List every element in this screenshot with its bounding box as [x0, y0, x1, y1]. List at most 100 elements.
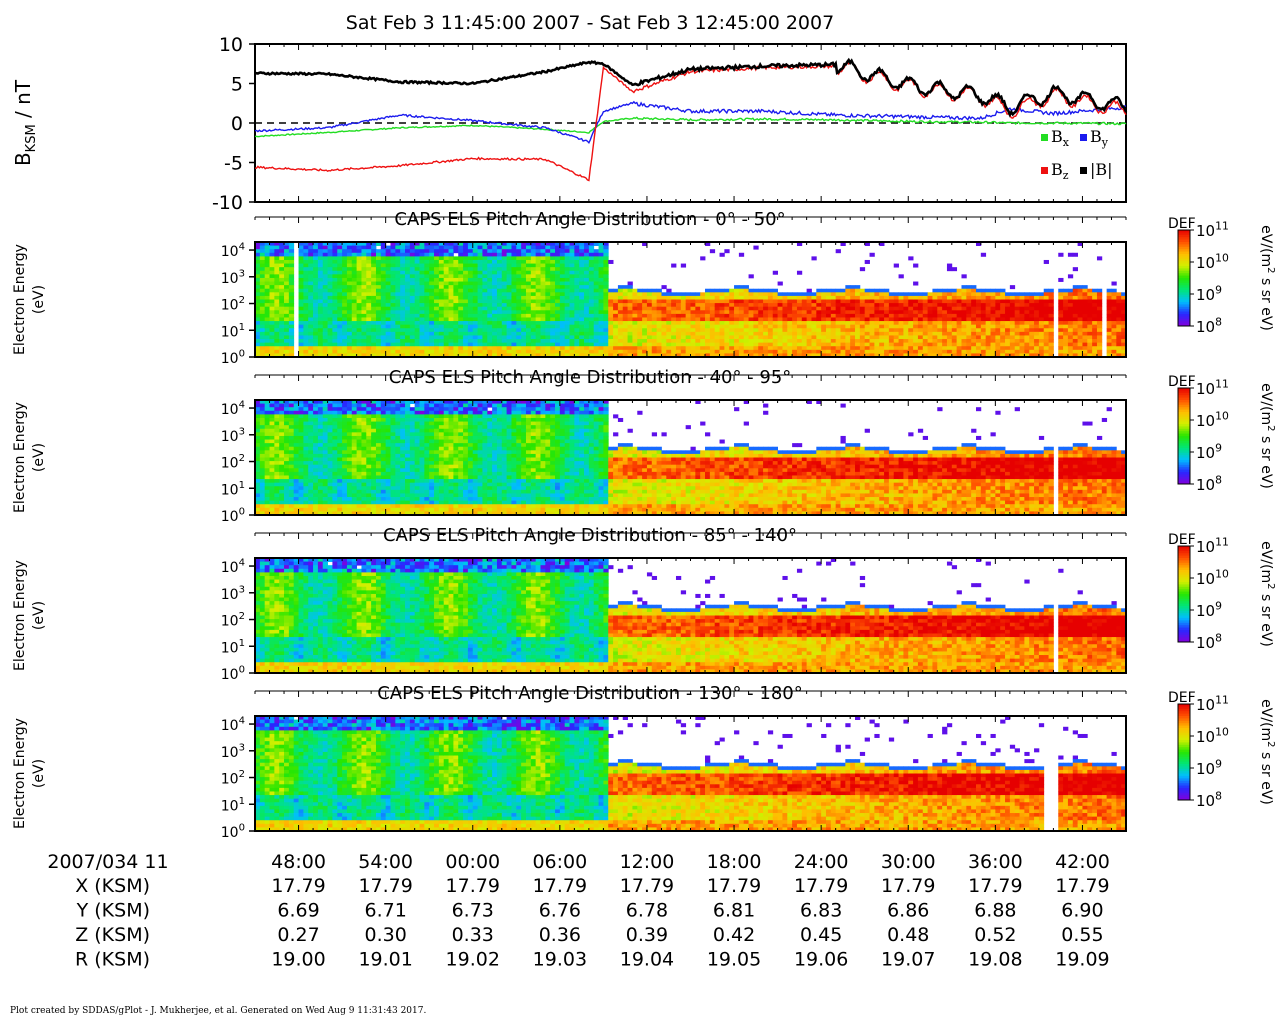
heat-cell [458, 346, 463, 350]
heat-cell [376, 317, 381, 321]
heat-cell [318, 296, 323, 300]
heat-cell [657, 289, 662, 293]
heat-cell [444, 246, 449, 250]
heat-cell [574, 282, 579, 286]
heat-cell [758, 346, 763, 350]
heat-cell [637, 307, 642, 311]
heat-cell [415, 249, 420, 253]
heat-cell [303, 303, 308, 307]
heat-cell [821, 332, 826, 336]
heat-cell [1107, 289, 1112, 293]
heat-cell [724, 310, 729, 314]
heat-cell [574, 339, 579, 343]
heat-cell [903, 332, 908, 336]
colorbar-tick-label: 1011 [1196, 219, 1229, 240]
heat-cell [565, 246, 570, 250]
heat-cell [318, 310, 323, 314]
heat-cell [313, 346, 318, 350]
heat-cell [1005, 339, 1010, 343]
heat-cell [942, 303, 947, 307]
heat-cell [666, 335, 671, 339]
heat-cell [342, 256, 347, 260]
heat-cell [860, 343, 865, 347]
heat-cell [734, 343, 739, 347]
heat-cell [289, 414, 294, 418]
heat-cell [439, 328, 444, 332]
heat-cell [1087, 321, 1092, 325]
heat-cell [279, 497, 284, 501]
heat-cell [410, 303, 415, 307]
heat-cell [1005, 300, 1010, 304]
heat-cell [1039, 335, 1044, 339]
heat-cell [661, 310, 666, 314]
heat-cell [511, 278, 516, 282]
heat-cell [265, 310, 270, 314]
heat-cell [371, 317, 376, 321]
heat-cell [574, 292, 579, 296]
heat-cell [603, 307, 608, 311]
heat-cell [778, 282, 783, 286]
heat-cell [753, 292, 758, 296]
heat-cell [628, 332, 633, 336]
heat-cell [478, 296, 483, 300]
heat-cell [932, 339, 937, 343]
heat-cell [749, 332, 754, 336]
heat-cell [439, 274, 444, 278]
heat-cell [1000, 310, 1005, 314]
heat-cell [284, 271, 289, 275]
heat-cell [357, 346, 362, 350]
heat-cell [1039, 300, 1044, 304]
heat-cell [836, 289, 841, 293]
heat-cell [589, 296, 594, 300]
heat-cell [284, 497, 289, 501]
heat-cell [966, 307, 971, 311]
heat-cell [352, 343, 357, 347]
heat-cell [700, 328, 705, 332]
heat-cell [628, 285, 633, 289]
heat-cell [657, 328, 662, 332]
heat-cell [270, 440, 275, 444]
heat-cell [599, 278, 604, 282]
heat-cell [589, 332, 594, 336]
heat-cell [628, 346, 633, 350]
heat-cell [995, 343, 1000, 347]
heat-cell [1068, 335, 1073, 339]
heat-cell [1068, 300, 1073, 304]
heat-cell [991, 343, 996, 347]
heat-cell [424, 285, 429, 289]
heat-cell [632, 292, 637, 296]
heat-cell [1063, 307, 1068, 311]
heat-cell [1087, 332, 1092, 336]
heat-cell [1044, 289, 1049, 293]
heat-cell [603, 321, 608, 325]
heat-cell [913, 264, 918, 268]
heat-cell [265, 504, 270, 508]
heat-cell [753, 335, 758, 339]
heat-cell [260, 321, 265, 325]
heat-cell [444, 282, 449, 286]
heat-cell [342, 264, 347, 268]
heat-cell [1049, 335, 1054, 339]
heat-cell [415, 346, 420, 350]
heat-cell [1020, 303, 1025, 307]
heat-cell [405, 307, 410, 311]
heat-cell [763, 350, 768, 354]
heat-cell [744, 321, 749, 325]
heat-cell [284, 246, 289, 250]
heat-cell [308, 317, 313, 321]
heat-cell [424, 260, 429, 264]
heat-cell [420, 249, 425, 253]
heat-cell [274, 472, 279, 476]
heat-cell [1107, 310, 1112, 314]
heat-cell [918, 300, 923, 304]
heat-cell [468, 325, 473, 329]
heat-cell [1024, 339, 1029, 343]
heat-cell [303, 256, 308, 260]
heat-cell [323, 260, 328, 264]
heat-cell [347, 256, 352, 260]
heat-cell [720, 343, 725, 347]
heat-cell [874, 310, 879, 314]
heat-cell [1087, 328, 1092, 332]
heat-cell [1116, 350, 1121, 354]
heat-cell [337, 332, 342, 336]
